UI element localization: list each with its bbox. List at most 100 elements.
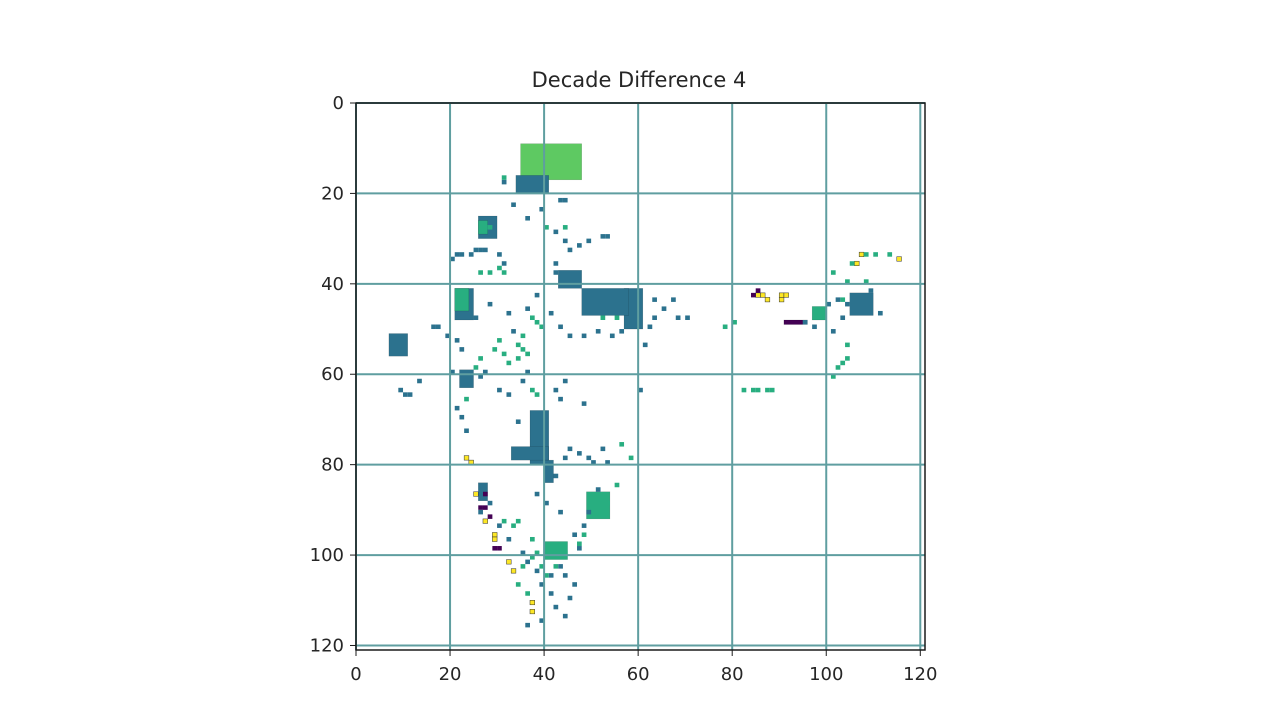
- heatmap-cell: [830, 329, 836, 334]
- heatmap-cell: [454, 252, 460, 257]
- heatmap-cell: [591, 460, 596, 465]
- heatmap-cell: [652, 315, 657, 320]
- heatmap-cell: [849, 261, 855, 266]
- heatmap-region: [454, 288, 470, 312]
- heatmap-cell: [515, 582, 521, 587]
- x-tick-label: 100: [809, 664, 843, 685]
- heatmap-cell: [511, 523, 516, 528]
- heatmap-cell: [492, 347, 498, 352]
- heatmap-cell: [840, 297, 846, 302]
- heatmap-cell: [529, 600, 535, 606]
- heatmap-cell: [755, 288, 761, 293]
- heatmap-cell: [835, 365, 841, 370]
- heatmap-cell: [487, 225, 493, 230]
- heatmap-cell: [558, 396, 563, 402]
- heatmap-cell: [642, 342, 648, 348]
- heatmap-cell: [830, 270, 836, 275]
- chart-title: Decade Difference 4: [532, 68, 747, 92]
- heatmap-cell: [577, 451, 582, 456]
- heatmap-cell: [539, 582, 545, 587]
- heatmap-cell: [497, 338, 502, 343]
- heatmap-cell: [577, 546, 582, 551]
- heatmap-cell: [478, 270, 483, 275]
- heatmap-cell: [539, 206, 545, 212]
- heatmap-region: [849, 292, 874, 316]
- heatmap-cell: [858, 251, 865, 257]
- heatmap-cell: [741, 387, 747, 393]
- heatmap-cell: [482, 369, 488, 375]
- heatmap-cell: [835, 297, 841, 302]
- heatmap-cell: [562, 550, 568, 556]
- heatmap-cell: [403, 392, 408, 397]
- heatmap-cell: [506, 559, 512, 565]
- heatmap-region: [558, 270, 582, 289]
- heatmap-cell: [534, 319, 540, 325]
- heatmap-cell: [558, 197, 563, 203]
- heatmap-cell: [525, 369, 530, 375]
- heatmap-cell: [463, 455, 470, 461]
- heatmap-cell: [595, 329, 601, 334]
- x-tick-label: 60: [627, 664, 650, 685]
- heatmap-cell: [567, 595, 573, 601]
- heatmap-cell: [553, 473, 559, 479]
- heatmap-cell: [407, 392, 413, 397]
- heatmap-cell: [553, 261, 559, 266]
- heatmap-cell: [492, 546, 498, 551]
- heatmap-cell: [398, 387, 404, 393]
- x-tick-label: 80: [721, 664, 744, 685]
- heatmap-cell: [581, 333, 587, 339]
- heatmap-cell: [445, 333, 451, 339]
- y-tick-label: 0: [333, 93, 344, 114]
- heatmap-cell: [845, 342, 850, 348]
- heatmap-cell: [525, 559, 530, 565]
- heatmap-cell: [497, 523, 502, 528]
- heatmap-cell: [497, 387, 502, 393]
- heatmap-cell: [628, 455, 634, 461]
- heatmap-cell: [501, 518, 507, 524]
- x-tick-label: 40: [533, 664, 556, 685]
- heatmap-cell: [562, 613, 568, 619]
- heatmap-cell: [769, 387, 775, 393]
- heatmap-cell: [600, 446, 606, 452]
- heatmap-cell: [605, 234, 610, 239]
- heatmap-cell: [534, 568, 540, 574]
- heatmap-cell: [562, 455, 568, 461]
- heatmap-cell: [515, 518, 521, 524]
- heatmap-cell: [511, 329, 516, 334]
- y-tick-label: 80: [321, 455, 344, 476]
- heatmap-cell: [431, 324, 436, 330]
- heatmap-cell: [529, 315, 535, 320]
- heatmap-cell: [675, 315, 681, 320]
- heatmap-cell: [845, 301, 850, 307]
- heatmap-cell: [553, 564, 559, 569]
- heatmap-cell: [553, 604, 559, 610]
- heatmap-cell: [450, 369, 455, 375]
- heatmap-cell: [581, 401, 587, 406]
- heatmap-cell: [506, 536, 512, 542]
- heatmap-cell: [863, 279, 869, 284]
- heatmap-cell: [562, 573, 568, 578]
- heatmap-cell: [515, 419, 521, 424]
- plot-area: [356, 103, 925, 650]
- heatmap-cell: [459, 252, 465, 257]
- heatmap-cell: [548, 591, 554, 596]
- heatmap-cell: [520, 347, 526, 352]
- heatmap-cell: [529, 555, 535, 560]
- heatmap-cell: [812, 324, 817, 330]
- heatmap-cell: [473, 247, 479, 253]
- heatmap-cell: [586, 455, 592, 461]
- heatmap-cell: [506, 360, 512, 366]
- heatmap-cell: [802, 319, 808, 325]
- heatmap-cell: [534, 292, 540, 298]
- heatmap-cell: [497, 265, 502, 271]
- heatmap-cell: [525, 306, 530, 311]
- heatmap-cell: [840, 315, 846, 320]
- heatmap-cell: [501, 270, 507, 275]
- heatmap-cell: [539, 324, 545, 330]
- x-tick-label: 120: [903, 664, 937, 685]
- heatmap-cell: [501, 351, 507, 357]
- heatmap-region: [388, 333, 408, 357]
- heatmap-region: [510, 446, 550, 461]
- heatmap-cell: [619, 442, 625, 447]
- heatmap-cell: [525, 622, 530, 628]
